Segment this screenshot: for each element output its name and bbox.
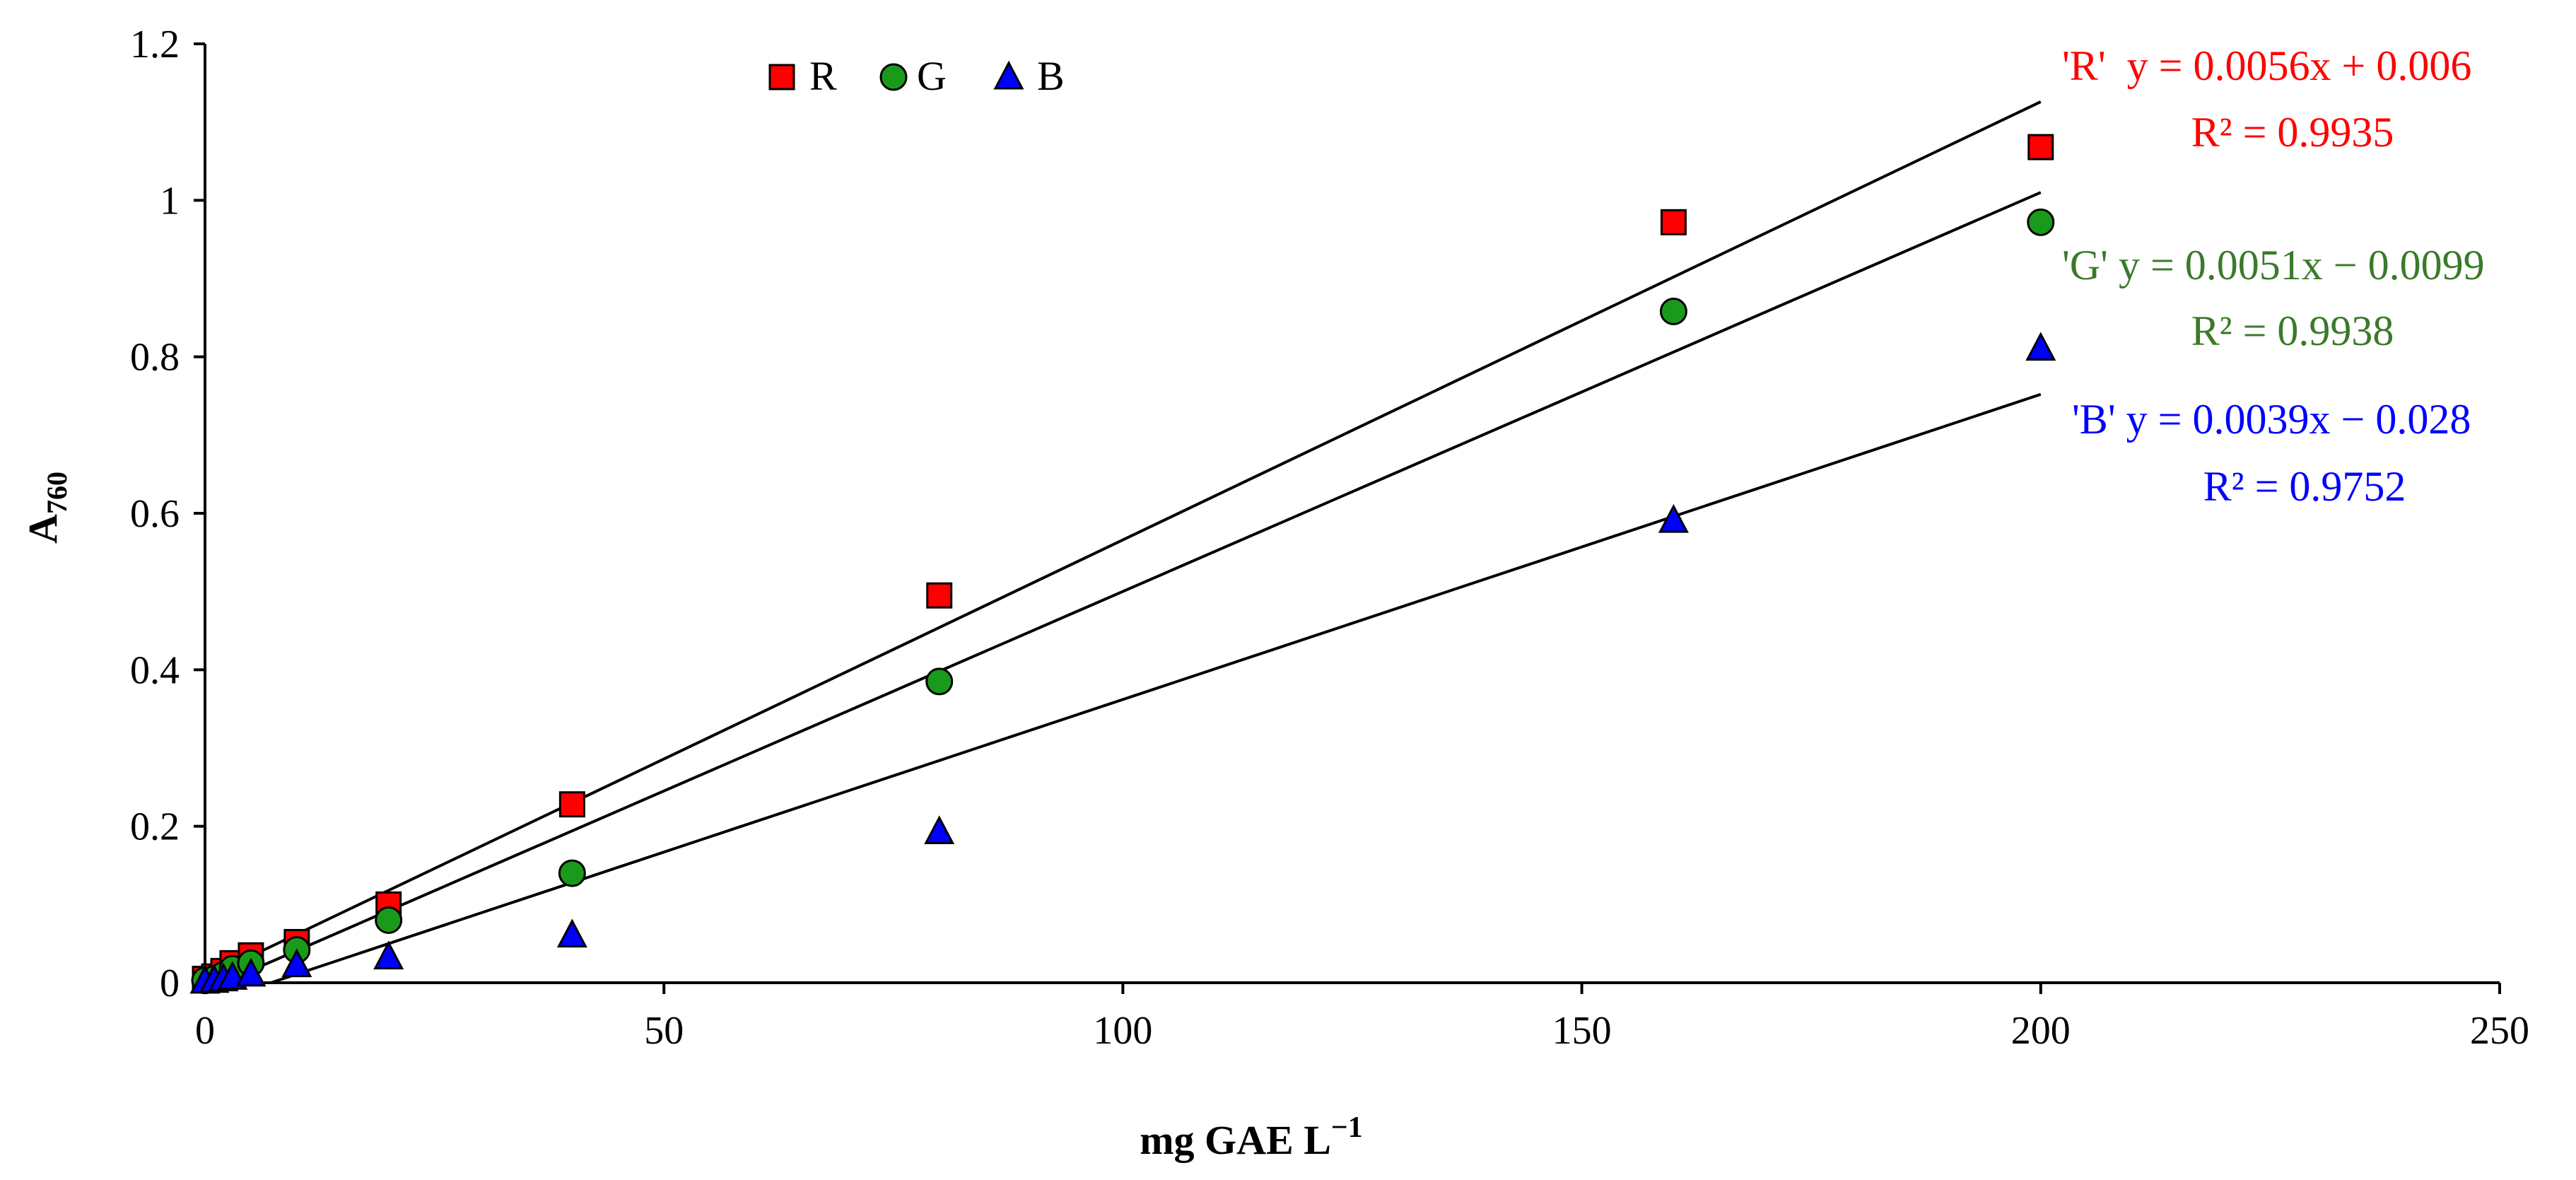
y-tick-label: 0.2: [130, 805, 180, 849]
x-tick-label: 0: [195, 1009, 215, 1053]
y-axis-title: A760: [20, 472, 73, 544]
points: [189, 134, 2056, 995]
legend-label-g: G: [917, 53, 947, 99]
x-tick-label: 250: [2470, 1009, 2529, 1053]
equation-g: 'G' y = 0.0051x − 0.0099: [2062, 242, 2485, 288]
legend-marker-r: [768, 64, 795, 90]
point-g: [2027, 208, 2055, 236]
r2-r: R² = 0.9935: [2191, 109, 2394, 156]
legend: R G B: [768, 53, 1065, 99]
trendline-r: [204, 100, 2042, 980]
point-b: [235, 957, 267, 987]
r2-g: R² = 0.9938: [2191, 308, 2394, 354]
legend-marker-b: [993, 60, 1024, 90]
trendline-g: [222, 191, 2042, 984]
point-r: [1660, 209, 1687, 235]
y-tick-label: 1: [160, 179, 180, 223]
x-tick-label: 50: [644, 1009, 684, 1053]
x-axis-title: mg GAE L−1: [1140, 1111, 1363, 1163]
y-ticks: 0 0.2 0.4 0.6 0.8 1 1.2: [130, 23, 205, 1005]
x-axis-title-sup: −1: [1331, 1111, 1363, 1144]
y-tick-label: 1.2: [130, 23, 180, 66]
y-tick-label: 0.4: [130, 648, 180, 692]
y-tick-label: 0: [160, 962, 180, 1005]
point-g: [925, 667, 954, 696]
trendlines: [204, 100, 2042, 984]
point-r: [926, 582, 953, 609]
point-g: [1659, 297, 1687, 325]
x-tick-label: 100: [1093, 1009, 1152, 1053]
point-b: [281, 948, 312, 978]
point-b: [373, 940, 404, 970]
point-g: [558, 859, 586, 887]
point-r: [2027, 134, 2054, 160]
point-g: [375, 906, 403, 934]
r2-b: R² = 0.9752: [2203, 463, 2406, 510]
point-b: [2025, 332, 2056, 361]
point-b: [1658, 503, 1689, 533]
legend-label-b: B: [1037, 53, 1065, 99]
y-axis-title-text: A: [20, 514, 66, 544]
legend-label-r: R: [809, 53, 837, 99]
point-r: [558, 791, 585, 818]
y-axis-title-sub: 760: [41, 472, 73, 514]
legend-marker-g: [879, 63, 908, 91]
equation-r: 'R' y = 0.0056x + 0.006: [2062, 42, 2471, 89]
point-b: [924, 815, 955, 845]
x-tick-label: 200: [2011, 1009, 2071, 1053]
x-ticks: 0 50 100 150 200 250: [195, 983, 2529, 1053]
x-tick-label: 150: [1552, 1009, 1612, 1053]
equations: 'R' y = 0.0056x + 0.006 R² = 0.9935 'G' …: [2062, 42, 2485, 510]
y-tick-label: 0.6: [130, 492, 180, 536]
trendline-b: [270, 392, 2042, 984]
equation-b: 'B' y = 0.0039x − 0.028: [2072, 396, 2471, 443]
y-tick-label: 0.8: [130, 336, 180, 380]
point-b: [556, 918, 587, 948]
x-axis-title-text: mg GAE L: [1140, 1117, 1331, 1163]
